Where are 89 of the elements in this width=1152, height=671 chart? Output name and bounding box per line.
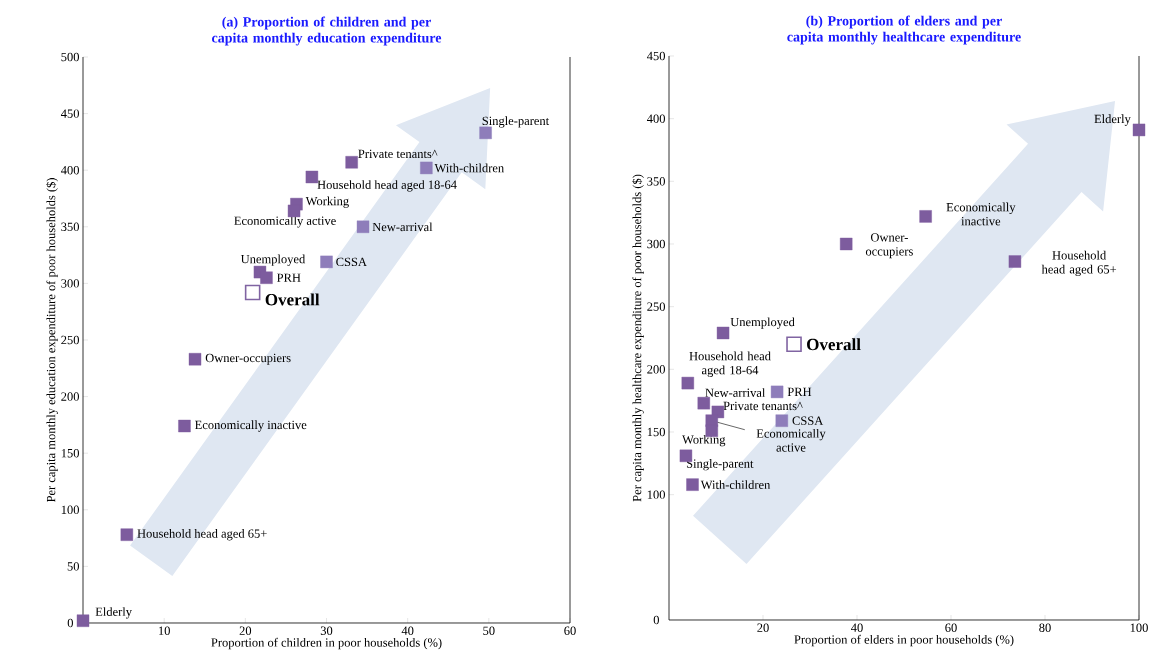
point xyxy=(244,284,261,301)
point xyxy=(775,414,788,427)
annotation: Unemployed xyxy=(730,317,795,329)
y-tick-label: 250 xyxy=(647,302,665,311)
y-tick-label: 300 xyxy=(647,239,665,249)
point xyxy=(1008,255,1022,268)
point xyxy=(420,161,433,175)
point xyxy=(345,156,358,169)
annotation: New-arrival xyxy=(372,222,433,232)
annotation: Private tenants^ xyxy=(358,149,438,159)
y-tick-label: 500 xyxy=(61,52,79,62)
point xyxy=(305,170,319,184)
y-tick-label: 100 xyxy=(647,490,665,499)
y-axis-title: Per capita monthly education expenditure of poor households ($) xyxy=(46,178,58,503)
x-tick-label: 20 xyxy=(239,626,252,635)
annotation: Economically active xyxy=(756,428,826,452)
annotation: CSSA xyxy=(792,416,824,425)
point xyxy=(716,326,730,340)
y-axis-title: Per capita monthly healthcare expenditure of poor households ($) xyxy=(632,174,644,502)
y-tick-label: 150 xyxy=(61,448,79,458)
x-tick-label: 30 xyxy=(320,626,333,635)
annotation: With-children xyxy=(700,480,771,490)
annotation: Private tenants^ xyxy=(723,401,803,411)
y-tick-label: 0 xyxy=(653,615,659,625)
point xyxy=(839,237,853,251)
x-tick-label: 20 xyxy=(757,623,769,632)
x-tick-label: 60 xyxy=(564,626,576,635)
series-label: Overall xyxy=(807,338,861,351)
x-tick-label: 60 xyxy=(945,623,957,632)
point xyxy=(697,396,710,410)
x-tick-label: 40 xyxy=(851,623,863,632)
point xyxy=(770,385,784,399)
annotation: Single-parent xyxy=(482,116,550,128)
point xyxy=(260,271,273,284)
annotation: Elderly xyxy=(95,607,132,619)
x-axis-title: Proportion of elders in poor households (%) xyxy=(794,634,1014,647)
annotation: Economically active xyxy=(234,216,336,228)
point xyxy=(681,376,694,390)
annotation: Household head aged 65+ xyxy=(137,529,267,541)
annotation: New-arrival xyxy=(705,388,766,397)
x-tick-label: 80 xyxy=(1039,623,1051,632)
annotation: Household head aged 65+ xyxy=(1041,250,1117,277)
y-tick-label: 450 xyxy=(646,51,665,61)
x-tick-label: 10 xyxy=(159,626,170,635)
y-tick-label: 300 xyxy=(61,279,79,288)
x-tick-label: 40 xyxy=(401,626,414,635)
annotation: Single-parent xyxy=(686,459,754,471)
annotation: Household head aged 18-64 xyxy=(317,180,457,192)
x-tick-label: 50 xyxy=(483,626,495,635)
annotation: Owner-occupiers xyxy=(865,233,913,259)
point xyxy=(1132,123,1146,137)
y-tick-label: 350 xyxy=(61,222,79,232)
annotation: Working xyxy=(682,434,726,447)
y-tick-label: 200 xyxy=(647,365,665,374)
y-tick-label: 400 xyxy=(60,165,79,175)
y-tick-label: 50 xyxy=(67,562,79,571)
point xyxy=(919,210,932,223)
y-tick-label: 350 xyxy=(647,177,665,186)
annotation: PRH xyxy=(787,387,812,396)
annotation: PRH xyxy=(277,273,301,282)
y-tick-label: 450 xyxy=(60,109,79,118)
x-tick-label: 100 xyxy=(1130,623,1148,632)
point xyxy=(320,255,333,269)
annotation: Working xyxy=(305,196,349,208)
chart-title: (a) Proportion of children and per capita monthly education expenditure xyxy=(212,16,442,46)
y-tick-label: 200 xyxy=(61,392,79,401)
annotation: Household head aged 18-64 xyxy=(689,351,771,377)
annotation: Owner-occupiers xyxy=(205,353,291,365)
annotation: Economically inactive xyxy=(946,202,1016,226)
y-tick-label: 250 xyxy=(61,335,79,345)
annotation: Elderly xyxy=(1094,114,1131,126)
point xyxy=(786,336,802,353)
y-tick-label: 150 xyxy=(647,427,665,437)
series-label: Overall xyxy=(265,293,320,306)
annotation: CSSA xyxy=(336,257,367,267)
annotation: Unemployed xyxy=(240,254,306,266)
point xyxy=(356,220,370,233)
y-tick-label: 0 xyxy=(67,618,73,628)
annotation: With-children xyxy=(434,163,504,173)
point xyxy=(178,419,191,433)
annotation: Economically inactive xyxy=(195,420,307,432)
x-axis-title: Proportion of children in poor households (%) xyxy=(211,637,442,650)
y-tick-label: 100 xyxy=(61,505,79,515)
point xyxy=(76,614,90,627)
point xyxy=(686,478,699,491)
point xyxy=(120,528,134,541)
y-tick-label: 400 xyxy=(646,114,665,123)
chart-title: (b) Proportion of elders and per capita monthly healthcare expenditure xyxy=(787,15,1021,45)
point xyxy=(188,353,202,366)
